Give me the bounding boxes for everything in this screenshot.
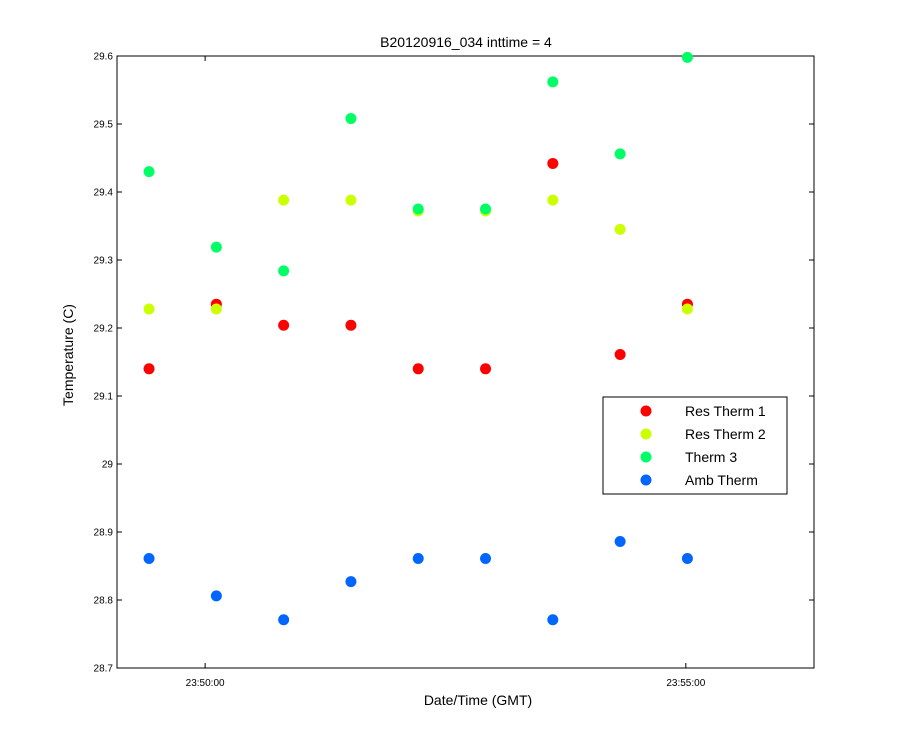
point-amb-therm	[278, 614, 290, 626]
point-amb-therm	[210, 590, 222, 602]
legend: Res Therm 1 Res Therm 2 Therm 3 Amb Therm	[602, 396, 788, 495]
point-therm-3	[681, 51, 693, 63]
legend-label-res-therm-2: Res Therm 2	[685, 426, 766, 442]
point-therm-3	[210, 241, 222, 253]
point-res-therm-2	[278, 194, 290, 206]
legend-marker-res-therm-1	[640, 405, 652, 417]
point-therm-3	[345, 113, 357, 125]
point-res-therm-1	[345, 319, 357, 331]
point-res-therm-1	[480, 363, 492, 375]
point-amb-therm	[681, 553, 693, 565]
legend-marker-res-therm-2	[640, 428, 652, 440]
y-axis-label: Temperature (C)	[60, 304, 76, 406]
data-points	[143, 51, 693, 626]
point-therm-3	[614, 148, 626, 160]
legend-label-amb-therm: Amb Therm	[685, 472, 758, 488]
x-tick-label: 23:55:00	[666, 678, 705, 689]
point-res-therm-2	[614, 223, 626, 235]
point-res-therm-1	[278, 319, 290, 331]
y-tick-label: 28.9	[94, 528, 114, 539]
y-tick-label: 29.1	[94, 392, 114, 403]
chart-title: B20120916_034 inttime = 4	[380, 34, 552, 50]
legend-marker-amb-therm	[640, 474, 652, 486]
y-tick-label: 28.7	[94, 664, 114, 675]
point-res-therm-2	[345, 194, 357, 206]
plot-area	[116, 55, 815, 669]
point-res-therm-1	[614, 349, 626, 361]
point-res-therm-2	[143, 303, 155, 315]
y-tick-label: 29.5	[94, 120, 114, 131]
x-axis-label: Date/Time (GMT)	[424, 692, 532, 708]
point-amb-therm	[547, 614, 559, 626]
y-tick-label: 29.6	[94, 52, 114, 63]
point-amb-therm	[480, 553, 492, 565]
point-therm-3	[547, 76, 559, 88]
point-therm-3	[480, 203, 492, 215]
point-res-therm-2	[547, 194, 559, 206]
point-res-therm-2	[681, 303, 693, 315]
point-res-therm-1	[412, 363, 424, 375]
point-therm-3	[278, 265, 290, 277]
point-amb-therm	[143, 553, 155, 565]
point-res-therm-2	[210, 303, 222, 315]
point-res-therm-1	[547, 157, 559, 169]
legend-label-res-therm-1: Res Therm 1	[685, 403, 766, 419]
point-therm-3	[412, 203, 424, 215]
point-amb-therm	[345, 576, 357, 588]
y-tick-label: 29.3	[94, 256, 114, 267]
point-res-therm-1	[143, 363, 155, 375]
point-therm-3	[143, 166, 155, 178]
legend-box	[602, 396, 788, 495]
x-tick-label: 23:50:00	[186, 678, 225, 689]
legend-marker-therm-3	[640, 451, 652, 463]
point-amb-therm	[614, 536, 626, 548]
legend-label-therm-3: Therm 3	[685, 449, 737, 465]
point-amb-therm	[412, 553, 424, 565]
y-tick-label: 29.2	[94, 324, 114, 335]
y-tick-label: 29	[102, 460, 114, 471]
y-axis: 28.7 28.8 28.9 29 29.1 29.2 29.3 29.4 29.5 29.6	[94, 52, 814, 675]
y-tick-label: 29.4	[94, 188, 114, 199]
y-tick-label: 28.8	[94, 596, 114, 607]
